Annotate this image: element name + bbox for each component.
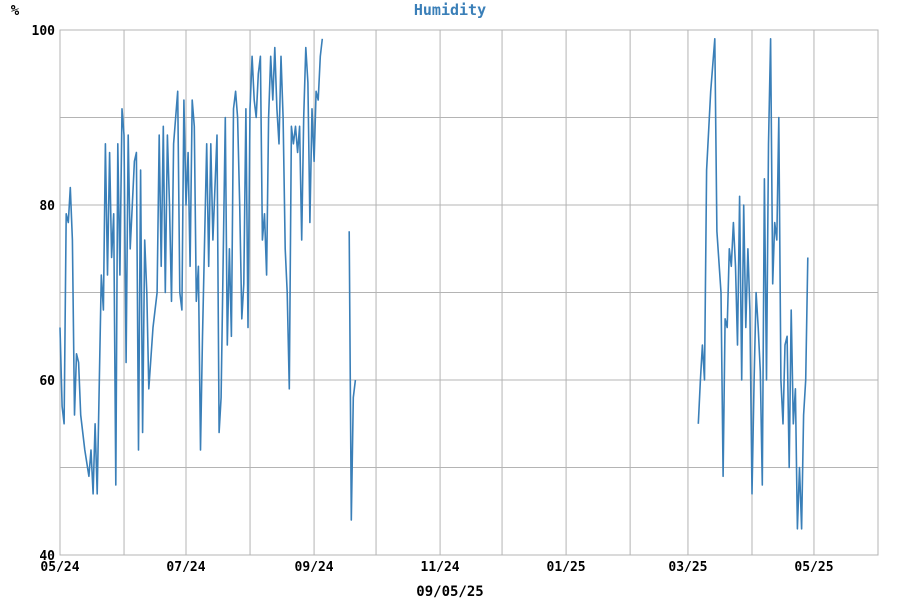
x-tick-label: 05/25 [794, 560, 833, 575]
y-tick-label: 80 [39, 199, 55, 214]
y-axis-label: % [11, 3, 20, 19]
x-tick-label: 05/24 [40, 560, 79, 575]
grid-layer [60, 30, 878, 555]
humidity-series-line [59, 38, 324, 495]
x-tick-label: 09/24 [295, 560, 334, 575]
y-tick-label: 60 [39, 374, 55, 389]
series-layer [59, 37, 809, 530]
x-tick-label: 11/24 [421, 560, 460, 575]
x-tick-label: 03/25 [668, 560, 707, 575]
x-tick-label: 01/25 [547, 560, 586, 575]
chart-title: Humidity [414, 1, 486, 19]
humidity-series-line [348, 231, 357, 521]
x-axis-label: 09/05/25 [416, 584, 483, 600]
axis-layer: 40 60 80 100 05/24 07/24 09/24 11/24 01/25 03/25 0… [32, 24, 834, 575]
x-tick-label: 07/24 [166, 560, 205, 575]
y-tick-label: 40 [39, 549, 55, 564]
humidity-series-line [697, 37, 809, 530]
y-tick-label: 100 [32, 24, 56, 39]
